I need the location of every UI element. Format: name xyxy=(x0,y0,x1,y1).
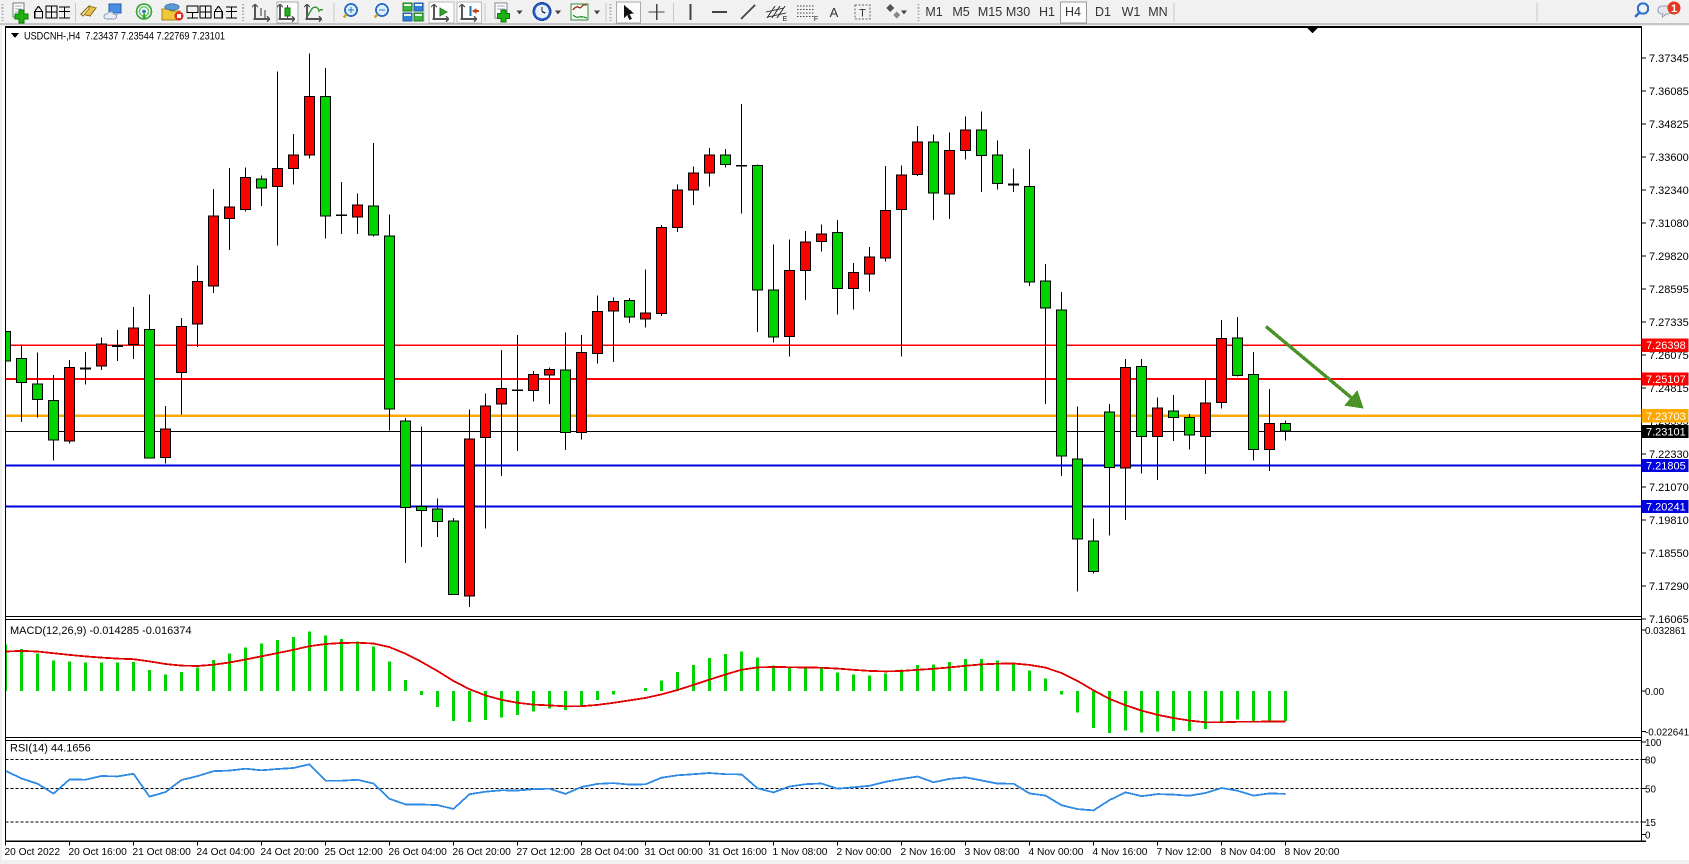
svg-text:H4: H4 xyxy=(1065,5,1081,19)
svg-text:W1: W1 xyxy=(1122,5,1141,19)
svg-text:7.23101: 7.23101 xyxy=(1646,427,1686,439)
svg-text:-0.022641: -0.022641 xyxy=(1645,728,1689,739)
svg-text:20 Oct 2022: 20 Oct 2022 xyxy=(5,847,61,858)
svg-text:0.032861: 0.032861 xyxy=(1645,626,1686,637)
svg-text:1 Nov 08:00: 1 Nov 08:00 xyxy=(773,847,828,858)
svg-text:MN: MN xyxy=(1148,5,1167,19)
svg-text:7.29820: 7.29820 xyxy=(1649,251,1689,263)
svg-text:15: 15 xyxy=(1645,818,1656,829)
svg-text:7.28595: 7.28595 xyxy=(1649,284,1689,296)
svg-text:7.24815: 7.24815 xyxy=(1649,383,1689,395)
svg-text:3 Nov 08:00: 3 Nov 08:00 xyxy=(965,847,1020,858)
svg-text:20 Oct 16:00: 20 Oct 16:00 xyxy=(69,847,128,858)
svg-text:7.23703: 7.23703 xyxy=(1646,411,1686,423)
svg-text:80: 80 xyxy=(1645,756,1656,767)
svg-text:7.33600: 7.33600 xyxy=(1649,152,1689,164)
svg-text:7.36085: 7.36085 xyxy=(1649,86,1689,98)
svg-text:RSI(14) 44.1656: RSI(14) 44.1656 xyxy=(10,743,91,755)
svg-text:50: 50 xyxy=(1645,784,1656,795)
svg-text:7.25107: 7.25107 xyxy=(1646,374,1686,386)
svg-text:H1: H1 xyxy=(1039,5,1055,19)
svg-text:100: 100 xyxy=(1645,738,1662,749)
svg-text:21 Oct 08:00: 21 Oct 08:00 xyxy=(133,847,192,858)
svg-text:M15: M15 xyxy=(978,5,1002,19)
svg-text:24 Oct 04:00: 24 Oct 04:00 xyxy=(197,847,256,858)
svg-text:2 Nov 00:00: 2 Nov 00:00 xyxy=(837,847,892,858)
svg-text:7.18550: 7.18550 xyxy=(1649,548,1689,560)
svg-text:MACD(12,26,9) -0.014285 -0.016: MACD(12,26,9) -0.014285 -0.016374 xyxy=(10,625,192,637)
svg-text:7.26075: 7.26075 xyxy=(1649,350,1689,362)
svg-text:7.37345: 7.37345 xyxy=(1649,53,1689,65)
svg-text:7.27335: 7.27335 xyxy=(1649,317,1689,329)
svg-text:T: T xyxy=(859,8,866,20)
svg-text:1: 1 xyxy=(1671,3,1677,15)
svg-text:7.22330: 7.22330 xyxy=(1649,449,1689,461)
svg-text:2 Nov 16:00: 2 Nov 16:00 xyxy=(901,847,956,858)
svg-text:7.31080: 7.31080 xyxy=(1649,218,1689,230)
svg-text:24 Oct 20:00: 24 Oct 20:00 xyxy=(261,847,320,858)
svg-text:7.17290: 7.17290 xyxy=(1649,581,1689,593)
svg-text:31 Oct 00:00: 31 Oct 00:00 xyxy=(645,847,704,858)
svg-text:7.20241: 7.20241 xyxy=(1646,501,1686,513)
svg-text:31 Oct 16:00: 31 Oct 16:00 xyxy=(709,847,768,858)
svg-text:8 Nov 20:00: 8 Nov 20:00 xyxy=(1285,847,1340,858)
svg-text:8 Nov 04:00: 8 Nov 04:00 xyxy=(1221,847,1276,858)
svg-text:E: E xyxy=(783,16,788,23)
svg-text:27 Oct 12:00: 27 Oct 12:00 xyxy=(517,847,576,858)
svg-text:F: F xyxy=(814,16,818,23)
svg-text:A: A xyxy=(830,5,839,20)
svg-text:D1: D1 xyxy=(1095,5,1111,19)
svg-text:28 Oct 04:00: 28 Oct 04:00 xyxy=(581,847,640,858)
svg-text:4 Nov 16:00: 4 Nov 16:00 xyxy=(1093,847,1148,858)
svg-text:7 Nov 12:00: 7 Nov 12:00 xyxy=(1157,847,1212,858)
svg-text:7.21070: 7.21070 xyxy=(1649,482,1689,494)
svg-text:M30: M30 xyxy=(1006,5,1030,19)
svg-text:M1: M1 xyxy=(925,5,942,19)
svg-text:M5: M5 xyxy=(952,5,969,19)
svg-text:7.32340: 7.32340 xyxy=(1649,185,1689,197)
svg-text:0: 0 xyxy=(1645,831,1651,842)
svg-text:26 Oct 04:00: 26 Oct 04:00 xyxy=(389,847,448,858)
svg-text:7.21805: 7.21805 xyxy=(1646,461,1686,473)
svg-text:7.16065: 7.16065 xyxy=(1649,614,1689,626)
svg-text:25 Oct 12:00: 25 Oct 12:00 xyxy=(325,847,384,858)
svg-text:7.26398: 7.26398 xyxy=(1646,340,1686,352)
svg-text:USDCNH-,H4 7.23437 7.23544 7.: USDCNH-,H4 7.23437 7.23544 7.22769 7.231… xyxy=(24,31,225,43)
svg-text:4 Nov 00:00: 4 Nov 00:00 xyxy=(1029,847,1084,858)
svg-text:7.19810: 7.19810 xyxy=(1649,515,1689,527)
svg-text:0.00: 0.00 xyxy=(1645,687,1665,698)
svg-text:26 Oct 20:00: 26 Oct 20:00 xyxy=(453,847,512,858)
svg-text:7.34825: 7.34825 xyxy=(1649,119,1689,131)
